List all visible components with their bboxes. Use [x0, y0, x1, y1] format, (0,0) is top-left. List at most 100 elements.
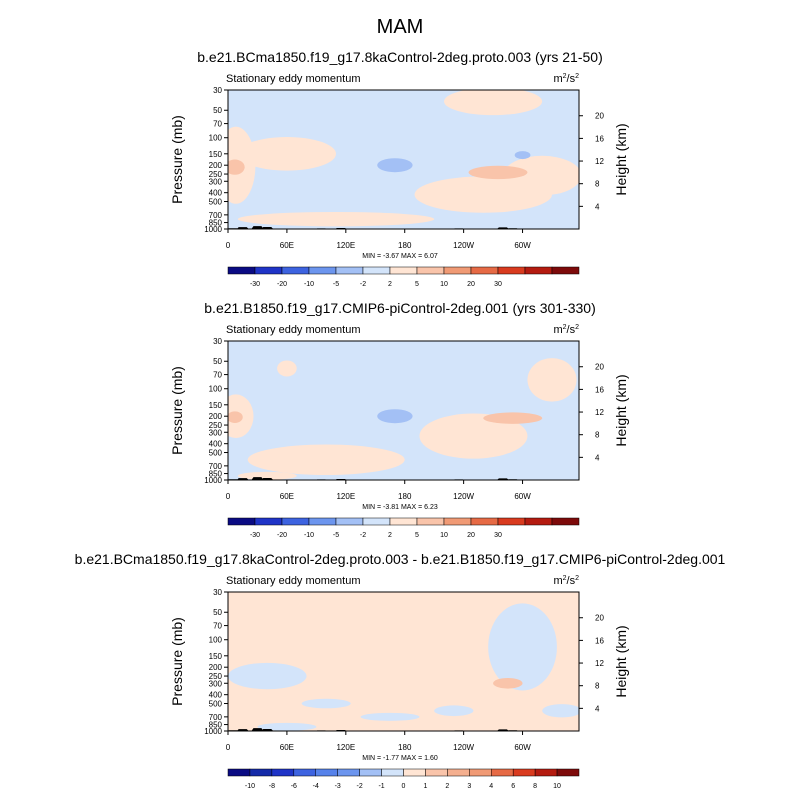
colorbar-box	[293, 768, 316, 777]
right-tick-label: 16	[595, 134, 604, 143]
colorbar-box	[315, 768, 338, 777]
y-tick-label: 200	[209, 161, 223, 170]
y-tick-label: 50	[213, 357, 222, 366]
colorbar-box	[425, 768, 448, 777]
contour-region-pos_weak	[277, 360, 297, 377]
y-axis-label: Pressure (mb)	[169, 617, 185, 706]
plot-frame	[227, 89, 580, 230]
x-tick-label: 60E	[280, 241, 294, 250]
right-tick-label: 8	[595, 431, 600, 440]
colorbar-box	[534, 768, 558, 777]
y-tick-label: 500	[209, 700, 223, 709]
right-tick-label: 12	[595, 659, 604, 668]
colorbar-label: 10	[440, 532, 448, 539]
x-tick-label: 60E	[280, 492, 294, 501]
right-tick-label: 12	[595, 408, 604, 417]
colorbar-box	[551, 517, 580, 526]
colorbar-label: 4	[489, 783, 493, 790]
x-tick-label: 60W	[514, 241, 531, 250]
y-tick-label: 300	[209, 428, 223, 437]
y-tick-label: 400	[209, 189, 223, 198]
contour-region-pos_weak	[237, 211, 435, 227]
colorbar-label: -10	[245, 783, 255, 790]
x-tick-label: 0	[226, 743, 231, 752]
y-tick-label: 150	[209, 401, 223, 410]
y-tick-label: 1000	[204, 727, 222, 736]
colorbar-box	[227, 266, 256, 275]
plot-frame	[227, 591, 580, 732]
y-tick-label: 500	[209, 198, 223, 207]
x-tick-label: 180	[398, 492, 412, 501]
y-tick-label: 250	[209, 170, 223, 179]
panel-subtitle: Stationary eddy momentum	[226, 575, 361, 587]
panel-title: b.e21.BCma1850.f19_g17.8kaControl-2deg.p…	[75, 551, 726, 567]
colorbar-box	[524, 266, 553, 275]
colorbar-label: 5	[415, 281, 419, 288]
contour-region-neg_mod	[377, 409, 413, 424]
colorbar-box	[308, 266, 337, 275]
y-tick-label: 150	[209, 150, 223, 159]
contour-region-neg_mod	[377, 158, 413, 173]
colorbar-box	[359, 768, 382, 777]
y-tick-label: 100	[209, 636, 223, 645]
colorbar-label: -2	[360, 281, 366, 288]
contour-region-pos_mod	[228, 411, 243, 424]
x-tick-label: 120W	[453, 743, 474, 752]
x-tick-label: 0	[226, 241, 231, 250]
contour-region-pos_weak	[237, 137, 336, 171]
colorbar-box	[497, 266, 526, 275]
right-tick-label: 4	[595, 202, 600, 211]
colorbar-box	[447, 768, 470, 777]
colorbar-box	[308, 517, 337, 526]
colorbar-label: 10	[553, 783, 561, 790]
y-tick-label: 250	[209, 421, 223, 430]
colorbar-label: -2	[357, 783, 363, 790]
colorbar-box	[362, 266, 391, 275]
colorbar-box	[381, 768, 404, 777]
field-layer	[228, 90, 579, 229]
y-tick-label: 70	[213, 120, 222, 129]
contour-region-pos_weak	[527, 358, 577, 402]
field-layer	[228, 341, 579, 480]
x-tick-label: 180	[398, 241, 412, 250]
y-tick-label: 700	[209, 713, 223, 722]
x-tick-label: 120E	[336, 743, 355, 752]
panel-1: b.e21.BCma1850.f19_g17.8kaControl-2deg.p…	[169, 49, 629, 288]
colorbar-label: 1	[423, 783, 427, 790]
plot-frame	[227, 340, 580, 481]
colorbar-box	[335, 266, 364, 275]
colorbar-box	[497, 517, 526, 526]
colorbar-box	[227, 517, 256, 526]
y-tick-label: 1000	[204, 225, 222, 234]
x-tick-label: 120E	[336, 492, 355, 501]
colorbar-box	[281, 266, 310, 275]
y-axis-label: Pressure (mb)	[169, 366, 185, 455]
y-tick-label: 850	[209, 470, 223, 479]
contour-region-pos_weak	[419, 413, 528, 459]
y-tick-label: 300	[209, 177, 223, 186]
colorbar-label: 6	[511, 783, 515, 790]
contour-region-pos_mod	[483, 412, 543, 424]
colorbar-label: -10	[304, 532, 314, 539]
contour-region-neg_weak	[488, 603, 557, 691]
right-tick-label: 20	[595, 112, 604, 121]
panel-title: b.e21.B1850.f19_g17.CMIP6-piControl-2deg…	[204, 300, 595, 316]
colorbar-box	[470, 517, 499, 526]
contour-region-neg_weak	[434, 705, 474, 717]
colorbar-label: -10	[304, 281, 314, 288]
colorbar-box	[416, 266, 445, 275]
y-tick-label: 200	[209, 412, 223, 421]
y-tick-label: 500	[209, 449, 223, 458]
y-tick-label: 30	[213, 337, 222, 346]
colorbar-label: 5	[415, 532, 419, 539]
panel-2: b.e21.B1850.f19_g17.CMIP6-piControl-2deg…	[169, 300, 629, 539]
colorbar-box	[443, 266, 472, 275]
colorbar-box	[556, 768, 580, 777]
y-tick-label: 70	[213, 622, 222, 631]
units-label: m2/s2	[553, 575, 579, 587]
y-tick-label: 700	[209, 211, 223, 220]
contour-region-neg_mod	[514, 151, 531, 160]
colorbar-label: -30	[250, 281, 260, 288]
panel-3: b.e21.BCma1850.f19_g17.8kaControl-2deg.p…	[75, 551, 726, 790]
